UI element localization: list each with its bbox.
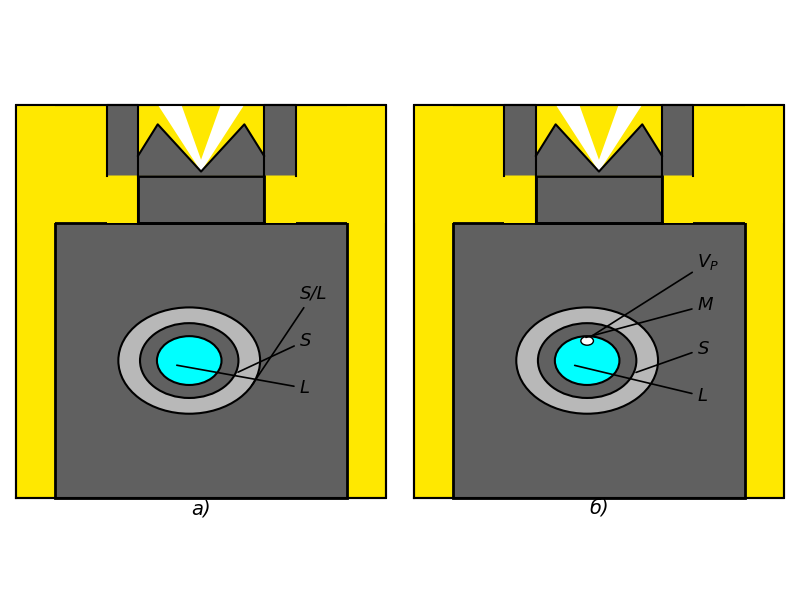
Text: б): б) (589, 499, 609, 518)
Bar (55, 223, 346, 498)
Polygon shape (106, 175, 138, 223)
Polygon shape (505, 105, 694, 175)
Polygon shape (414, 105, 454, 223)
Ellipse shape (581, 336, 594, 345)
Bar (454, 223, 745, 498)
Text: L: L (574, 365, 707, 405)
Bar (138, 175, 264, 223)
Text: M: M (586, 297, 713, 338)
Ellipse shape (157, 336, 222, 385)
Ellipse shape (555, 336, 619, 385)
Text: S: S (636, 339, 709, 373)
Ellipse shape (538, 323, 636, 398)
Text: $V_P$: $V_P$ (591, 252, 719, 336)
Text: а): а) (191, 499, 211, 518)
Text: L: L (177, 365, 310, 397)
Polygon shape (346, 105, 386, 223)
Polygon shape (106, 105, 295, 175)
Polygon shape (16, 105, 55, 223)
Ellipse shape (118, 308, 260, 414)
Polygon shape (158, 105, 244, 172)
Text: S: S (238, 332, 311, 372)
Ellipse shape (140, 323, 238, 398)
Polygon shape (505, 175, 536, 223)
Polygon shape (745, 105, 784, 223)
Polygon shape (662, 175, 694, 223)
Text: S/L: S/L (252, 285, 327, 385)
Bar (536, 175, 662, 223)
Polygon shape (556, 105, 642, 172)
Polygon shape (264, 175, 295, 223)
Ellipse shape (516, 308, 658, 414)
